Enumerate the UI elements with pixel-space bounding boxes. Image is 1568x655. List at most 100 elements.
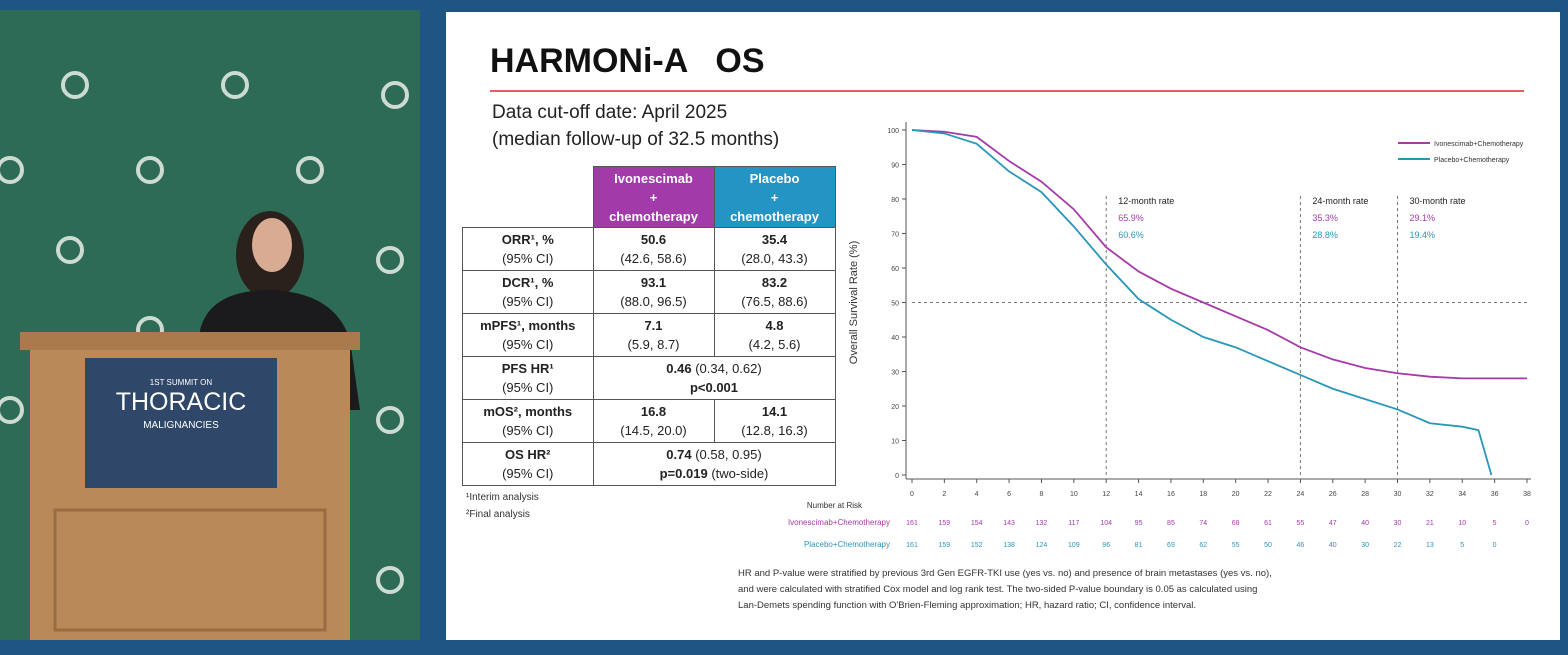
cell-text: (95% CI) — [502, 423, 554, 438]
risk-count: 154 — [971, 520, 983, 527]
risk-count: 46 — [1297, 542, 1305, 549]
cell-text: 4.8 — [765, 318, 784, 333]
risk-count: 30 — [1361, 542, 1369, 549]
title-rule — [490, 90, 1524, 92]
risk-count: 30 — [1394, 520, 1402, 527]
risk-count: 68 — [1232, 520, 1240, 527]
cell-text: + — [770, 189, 779, 205]
subtitle: Data cut-off date: April 2025 — [492, 102, 728, 123]
value-cell: 7.1 (5.9, 8.7) — [592, 313, 715, 357]
y-tick-label: 20 — [891, 404, 899, 411]
cell-text: (88.0, 96.5) — [620, 294, 687, 309]
cell-text: 0.46 — [666, 361, 692, 376]
table-row: ORR¹, % (95% CI) 50.6 (42.6, 58.6) 35.4 (28.0… — [462, 227, 836, 271]
note: Lan-Demets spending function with O'Brie… — [738, 600, 1197, 611]
risk-count: 132 — [1036, 520, 1048, 527]
annotation-label: 24-month rate — [1312, 196, 1368, 206]
cell-text: (0.58, 0.95) — [695, 447, 762, 462]
slide-title: HARMONi-A OS — [490, 42, 765, 80]
cell-text: 16.8 — [640, 404, 667, 419]
x-tick-label: 22 — [1264, 491, 1272, 498]
results-table: Ivonescimab + chemotherapy Placebo + chemothe… — [462, 166, 836, 486]
risk-count: 159 — [939, 542, 951, 549]
header-cell: Ivonescimab + chemotherapy — [592, 166, 715, 228]
table-row: mOS², months (95% CI) 16.8 (14.5, 20.0) 14.1… — [462, 399, 836, 443]
value-cell: 93.1 (88.0, 96.5) — [592, 270, 715, 314]
risk-count: 109 — [1068, 542, 1080, 549]
survival-curve — [911, 129, 1527, 380]
value-cell: 4.8 (4.2, 5.6) — [713, 313, 836, 357]
annotation-value: 65.9% — [1118, 213, 1144, 223]
y-tick-label: 60 — [891, 266, 899, 273]
risk-title: Number at Risk — [807, 501, 863, 510]
value-cell: 14.1 (12.8, 16.3) — [713, 399, 836, 443]
note: HR and P-value were stratified by previo… — [738, 568, 1272, 579]
risk-count: 55 — [1232, 542, 1240, 549]
cell-text: 14.1 — [761, 404, 788, 419]
cell-line: p<0.001 — [594, 378, 835, 397]
cell-text: (42.6, 58.6) — [620, 251, 687, 266]
risk-count: 81 — [1135, 542, 1143, 549]
cell-text: 7.1 — [644, 318, 663, 333]
table-row: OS HR² (95% CI) 0.74 (0.58, 0.95) p=0.019 (… — [462, 442, 836, 486]
risk-count: 96 — [1102, 542, 1110, 549]
cell-text: (95% CI) — [502, 466, 554, 481]
cell-text: mOS², months — [483, 404, 573, 419]
risk-count: 104 — [1100, 520, 1112, 527]
cell-text: p<0.001 — [689, 380, 739, 395]
cell-text: (95% CI) — [502, 337, 554, 352]
x-tick-label: 0 — [910, 491, 914, 498]
cell-text: (4.2, 5.6) — [748, 337, 801, 352]
annotation-value: 28.8% — [1312, 230, 1338, 240]
risk-row-label: Ivonescimab+Chemotherapy — [788, 518, 890, 527]
table-row: PFS HR¹ (95% CI) 0.46 (0.34, 0.62) p<0.001 — [462, 356, 836, 400]
cell-text: Ivonescimab — [614, 170, 693, 186]
risk-count: 21 — [1426, 520, 1434, 527]
survival-curve — [911, 129, 1493, 476]
risk-count: 61 — [1264, 520, 1272, 527]
sign-text: 1ST SUMMIT ON — [150, 378, 213, 387]
risk-count: 13 — [1426, 542, 1434, 549]
risk-count: 117 — [1068, 520, 1079, 527]
annotation-value: 60.6% — [1118, 230, 1144, 240]
risk-count: 138 — [1003, 542, 1015, 549]
risk-count: 10 — [1458, 520, 1466, 527]
value-cell: 50.6 (42.6, 58.6) — [592, 227, 715, 271]
x-tick-label: 4 — [975, 491, 979, 498]
x-tick-label: 20 — [1232, 491, 1240, 498]
cell-text: p=0.019 — [659, 466, 708, 481]
risk-count: 74 — [1199, 520, 1207, 527]
risk-count: 50 — [1264, 542, 1272, 549]
footnote: ²Final analysis — [466, 509, 530, 520]
row-label: ORR¹, % (95% CI) — [462, 227, 594, 271]
x-tick-label: 2 — [942, 491, 946, 498]
risk-count: 85 — [1167, 520, 1175, 527]
note: and were calculated with stratified Cox … — [738, 584, 1258, 595]
corner-cell — [463, 167, 594, 228]
value-cell: 35.4 (28.0, 43.3) — [713, 227, 836, 271]
risk-count: 40 — [1329, 542, 1337, 549]
annotation-value: 29.1% — [1410, 213, 1436, 223]
cell-text: (95% CI) — [502, 380, 554, 395]
x-tick-label: 6 — [1007, 491, 1011, 498]
y-tick-label: 40 — [891, 335, 899, 342]
cell-line: 0.46 (0.34, 0.62) — [594, 359, 835, 378]
cell-text: Placebo — [749, 170, 800, 186]
risk-count: 5 — [1493, 520, 1497, 527]
risk-count: 124 — [1036, 542, 1048, 549]
row-label: PFS HR¹ (95% CI) — [462, 356, 594, 400]
footnote: ¹Interim analysis — [466, 492, 539, 503]
legend-label: Ivonescimab+Chemotherapy — [1434, 141, 1524, 148]
subtitle: (median follow-up of 32.5 months) — [492, 129, 780, 150]
row-label: OS HR² (95% CI) — [462, 442, 594, 486]
x-tick-label: 34 — [1458, 491, 1466, 498]
sign-text: MALIGNANCIES — [143, 420, 219, 431]
annotation-value: 19.4% — [1410, 230, 1436, 240]
cell-text: (76.5, 88.6) — [741, 294, 808, 309]
risk-count: 159 — [939, 520, 951, 527]
cell-text: mPFS¹, months — [480, 318, 576, 333]
y-tick-label: 70 — [891, 232, 899, 239]
risk-count: 47 — [1329, 520, 1337, 527]
x-tick-label: 28 — [1361, 491, 1369, 498]
cell-text: 0.74 — [666, 447, 692, 462]
